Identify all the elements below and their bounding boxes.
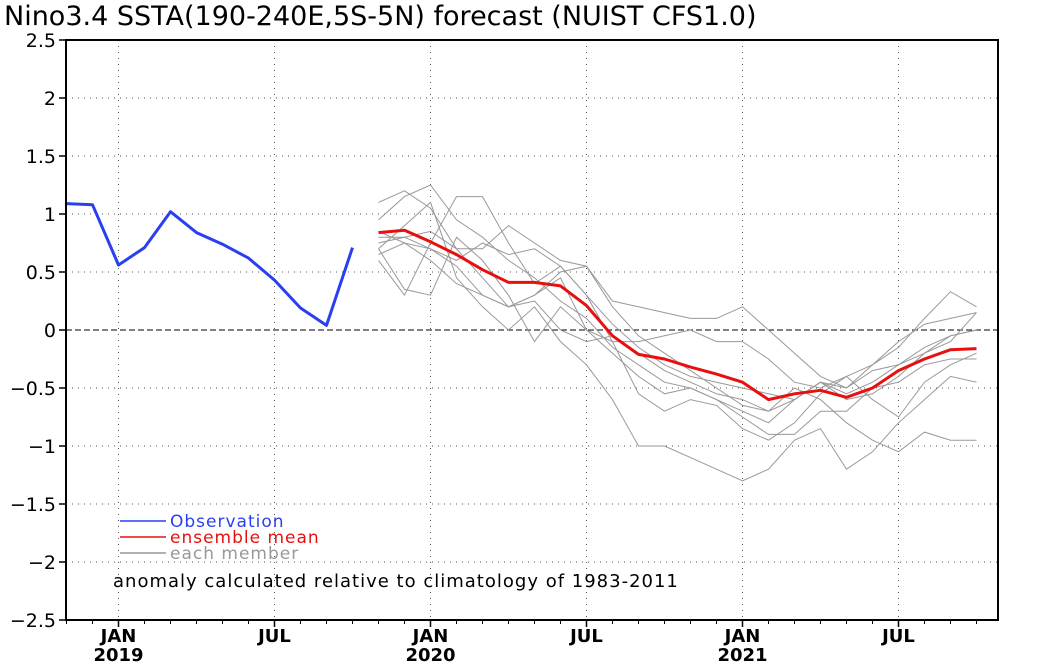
y-tick-label: −2	[28, 552, 56, 574]
x-tick-label: JUL	[568, 626, 603, 647]
member-line	[378, 236, 977, 418]
grid	[66, 40, 998, 620]
x-tick-label: JUL	[256, 626, 291, 647]
climatology-note: anomaly calculated relative to climatolo…	[113, 571, 679, 592]
y-tick-label: −0.5	[10, 378, 56, 400]
x-tick-label: JUL	[880, 626, 915, 647]
x-tick-year: 2019	[93, 645, 143, 663]
member-line	[378, 230, 977, 389]
member-line	[378, 242, 977, 401]
y-tick-label: −1.5	[10, 494, 56, 516]
plot-frame	[65, 39, 999, 621]
legend-label-observation: Observation	[170, 512, 285, 532]
legend: Observation ensemble mean each member	[120, 512, 320, 564]
y-tick-label: −1	[28, 436, 56, 458]
observation-line	[66, 202, 354, 327]
x-tick-label: JAN	[723, 626, 761, 647]
x-tick-year: 2020	[405, 645, 455, 663]
y-axis-ticks: 2.5 2 1.5 1 0.5 0 −0.5 −1 −1.5 −2 −2.5	[10, 30, 66, 632]
x-tick-label: JAN	[99, 626, 137, 647]
y-tick-label: −2.5	[10, 610, 56, 632]
main-series	[66, 202, 977, 402]
legend-label-ensemble-mean: ensemble mean	[170, 528, 320, 548]
x-tick-label: JAN	[411, 626, 449, 647]
member-line	[378, 230, 977, 453]
chart-title: Nino3.4 SSTA(190-240E,5S-5N) forecast (N…	[4, 1, 757, 32]
member-line	[378, 196, 977, 441]
x-tick-year: 2021	[717, 645, 767, 663]
member-line	[378, 201, 977, 482]
y-tick-label: 1.5	[26, 146, 56, 168]
ensemble-mean-line	[378, 228, 977, 402]
y-tick-label: 1	[44, 204, 56, 226]
y-tick-label: 2	[44, 88, 56, 110]
member-lines	[378, 184, 977, 482]
member-line	[378, 184, 977, 424]
y-tick-label: 2.5	[26, 30, 56, 52]
y-tick-label: 0.5	[26, 262, 56, 284]
y-tick-label: 0	[44, 320, 56, 342]
member-line	[378, 236, 977, 435]
legend-label-each-member: each member	[170, 544, 299, 564]
